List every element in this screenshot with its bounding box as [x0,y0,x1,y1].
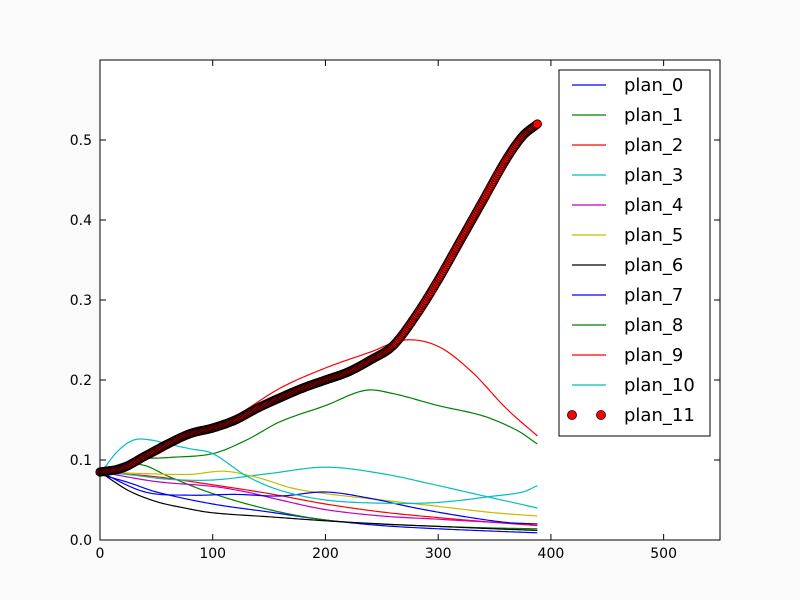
y-tick-label: 0.1 [70,453,92,469]
x-tick-label: 100 [199,546,226,562]
series-line-plan_6 [99,471,538,531]
legend-swatch-marker [567,410,577,420]
data-point [532,119,542,129]
x-axis: 0 100 200 300 400 500 [96,60,677,562]
legend-swatch-marker [596,410,606,420]
y-tick-label: 0.4 [70,213,92,229]
x-tick-label: 200 [312,546,339,562]
legend-label: plan_11 [624,405,695,426]
legend-label: plan_0 [624,75,683,96]
y-tick-label: 0.0 [70,533,92,549]
series-layer [95,119,542,534]
legend-label: plan_7 [624,285,683,306]
x-tick-label: 400 [538,546,565,562]
legend-box [558,69,711,437]
series-markers-plan_11 [95,119,542,477]
legend-label: plan_4 [624,195,683,216]
series-line-plan_8 [99,389,538,473]
series-line-plan_4 [99,471,538,525]
legend-label: plan_5 [624,225,683,246]
legend-label: plan_10 [624,375,695,396]
series-line-plan_5 [99,470,538,517]
legend-label: plan_3 [624,165,683,186]
legend: plan_0 plan_1 plan_2 plan_3 plan_4 plan_5plan… [558,69,711,437]
series-line-plan_3 [99,466,538,509]
legend-label: plan_2 [624,135,683,156]
y-axis: 0.0 0.1 0.2 0.3 0.4 0.5 [70,133,720,549]
legend-label: plan_9 [624,345,683,366]
legend-label: plan_1 [624,105,683,126]
x-tick-label: 0 [96,546,105,562]
y-tick-label: 0.5 [70,133,92,149]
legend-label: plan_8 [624,315,683,336]
y-tick-label: 0.3 [70,293,92,309]
series-line-plan_7 [99,471,538,525]
y-tick-label: 0.2 [70,373,92,389]
legend-label: plan_6 [624,255,683,276]
x-tick-label: 500 [650,546,677,562]
x-tick-label: 300 [425,546,452,562]
series-line-plan_2 [99,471,538,527]
